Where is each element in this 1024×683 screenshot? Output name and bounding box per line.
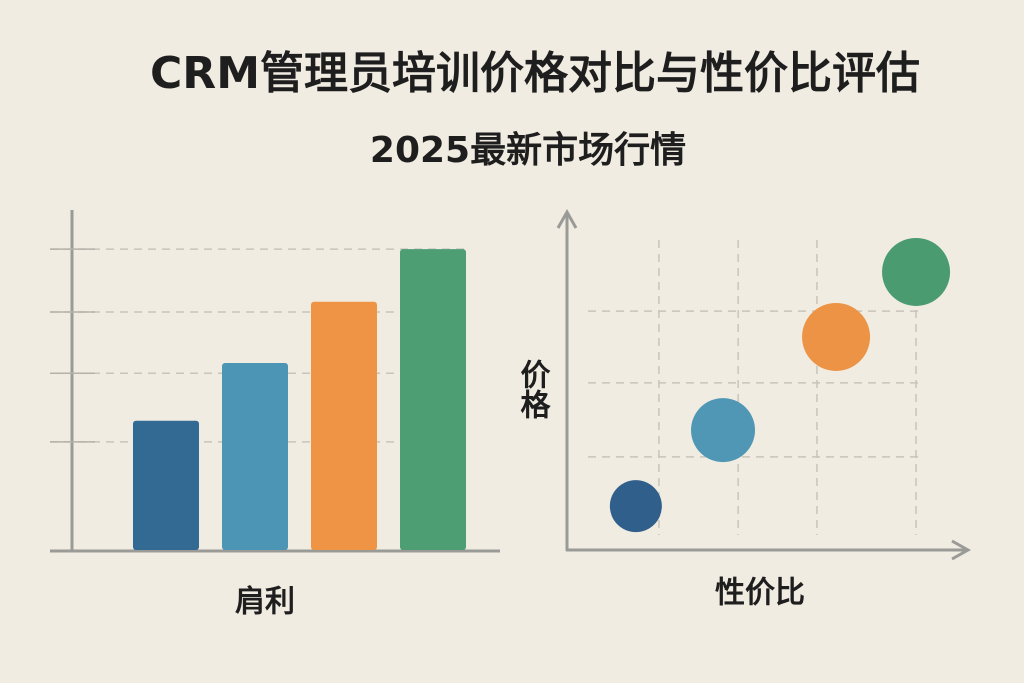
bubble (609, 480, 662, 533)
bubble (691, 398, 756, 463)
x-axis-label: 性价比 (715, 576, 805, 611)
bar (133, 420, 199, 550)
x-axis-arrow (951, 539, 972, 561)
x-axis-label: 肩利 (235, 585, 295, 620)
bar (400, 249, 466, 550)
y-axis-label: 价格 (515, 359, 551, 419)
bar (222, 363, 288, 550)
subtitle: 2025最新市场行情 (370, 130, 686, 171)
bubble (882, 237, 951, 306)
y-axis-arrow (556, 208, 578, 229)
bar (311, 301, 377, 550)
bubble (802, 302, 871, 371)
title: CRM管理员培训价格对比与性价比评估 (150, 48, 920, 99)
